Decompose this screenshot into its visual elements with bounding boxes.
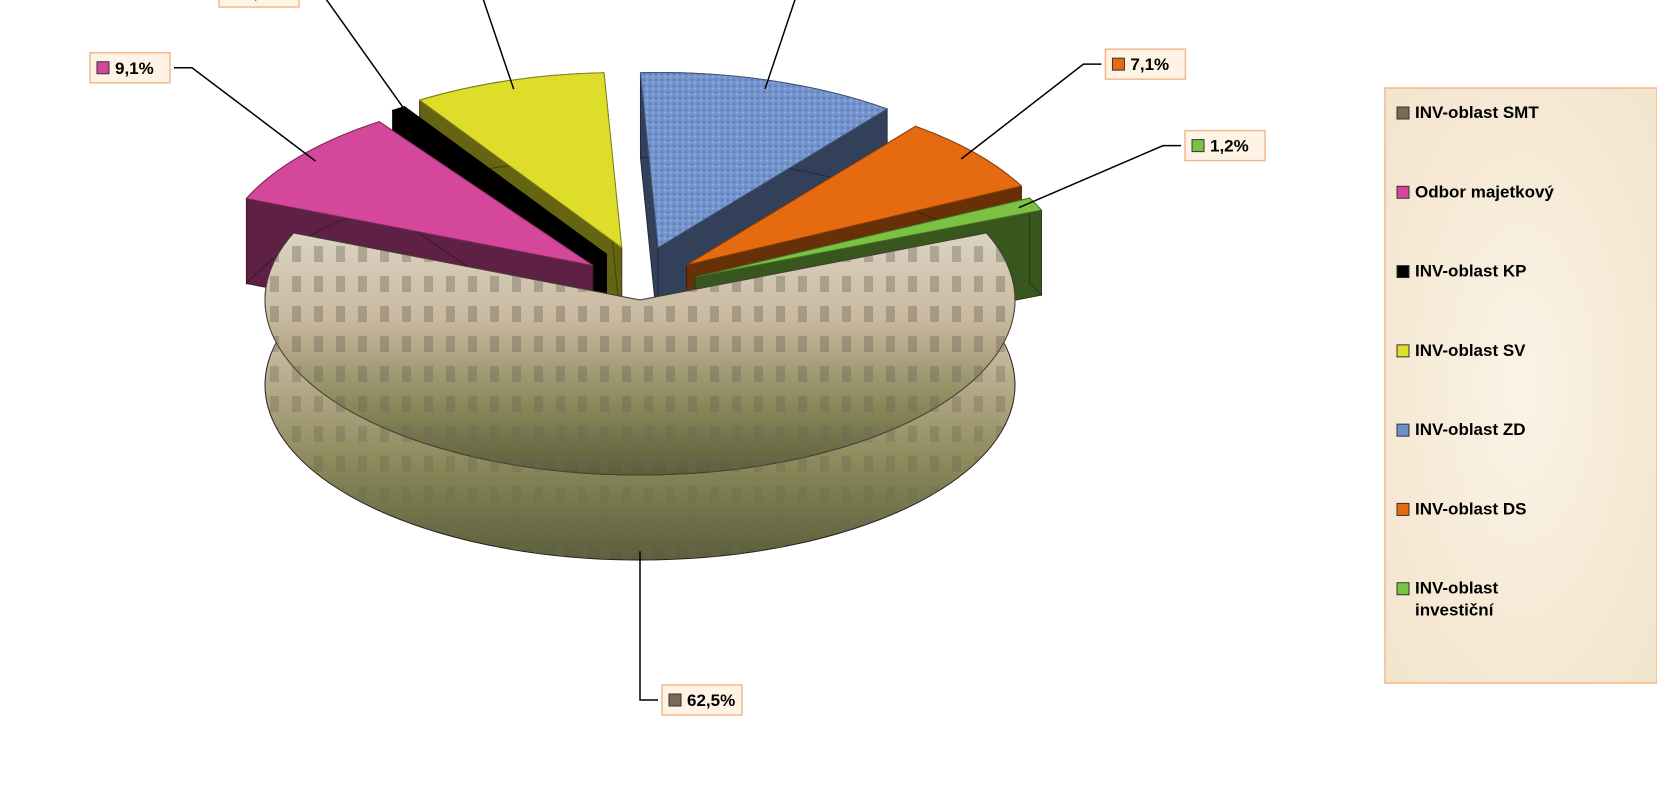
legend-label: INV-oblast investiční <box>1415 579 1498 620</box>
data-label-text: 0,6% <box>244 0 283 2</box>
legend: INV-oblast SMT Odbor majetkový INV-oblast … <box>1384 87 1657 684</box>
leader-line-inv-oblast-investicni <box>1018 144 1182 209</box>
data-labels: 62,5%9,1%0,6%8,3%11,2%7,1%1,2% <box>89 0 1266 716</box>
legend-swatch <box>1396 582 1410 596</box>
legend-swatch <box>1396 265 1410 279</box>
legend-item-inv-oblast-smt: INV-oblast SMT <box>1396 103 1539 122</box>
leader-line-inv-oblast-zd <box>764 0 796 90</box>
legend-swatch <box>1396 106 1410 120</box>
data-label-inv-oblast-ds: 7,1% <box>1104 48 1187 80</box>
data-label-swatch <box>668 693 682 707</box>
legend-swatch <box>1396 185 1410 199</box>
legend-swatch <box>1396 502 1410 516</box>
data-label-text: 1,2% <box>1210 137 1249 156</box>
legend-label: INV-oblast KP <box>1415 262 1526 281</box>
pie-slices <box>245 72 1043 561</box>
data-label-text: 9,1% <box>115 59 154 78</box>
legend-item-odbor-majetkovy: Odbor majetkový <box>1396 182 1554 201</box>
data-label-odbor-majetkovy: 9,1% <box>89 52 171 84</box>
legend-item-inv-oblast-investicni: INV-oblast investiční <box>1396 579 1498 620</box>
legend-swatch <box>1396 423 1410 437</box>
legend-item-inv-oblast-zd: INV-oblast ZD <box>1396 420 1526 439</box>
legend-item-inv-oblast-sv: INV-oblast SV <box>1396 341 1526 360</box>
legend-label: INV-oblast SMT <box>1415 103 1539 122</box>
data-label-text: 62,5% <box>687 691 735 710</box>
legend-item-inv-oblast-kp: INV-oblast KP <box>1396 262 1526 281</box>
legend-swatch <box>1396 344 1410 358</box>
legend-label: INV-oblast ZD <box>1415 420 1526 439</box>
leader-lines <box>173 0 1182 701</box>
data-label-text: 7,1% <box>1130 55 1169 74</box>
data-label-swatch <box>1111 57 1125 71</box>
leader-line-odbor-majetkovy <box>173 67 317 162</box>
data-label-swatch <box>1191 139 1205 153</box>
legend-box <box>1384 87 1657 684</box>
leader-line-inv-oblast-smt <box>639 551 658 701</box>
legend-label: INV-oblast DS <box>1415 499 1526 518</box>
data-label-swatch <box>96 61 110 75</box>
leader-line-inv-oblast-ds <box>960 63 1102 160</box>
leader-line-inv-oblast-kp <box>325 0 410 117</box>
legend-item-inv-oblast-ds: INV-oblast DS <box>1396 499 1526 518</box>
data-label-inv-oblast-kp: 0,6% <box>218 0 300 8</box>
data-label-inv-oblast-smt: 62,5% <box>661 684 743 716</box>
data-label-inv-oblast-investicni: 1,2% <box>1184 129 1266 162</box>
legend-label: INV-oblast SV <box>1415 341 1526 360</box>
legend-label: Odbor majetkový <box>1415 182 1554 201</box>
leader-line-inv-oblast-sv <box>482 0 515 90</box>
pie-slice-inv-oblast-smt <box>264 231 1016 561</box>
